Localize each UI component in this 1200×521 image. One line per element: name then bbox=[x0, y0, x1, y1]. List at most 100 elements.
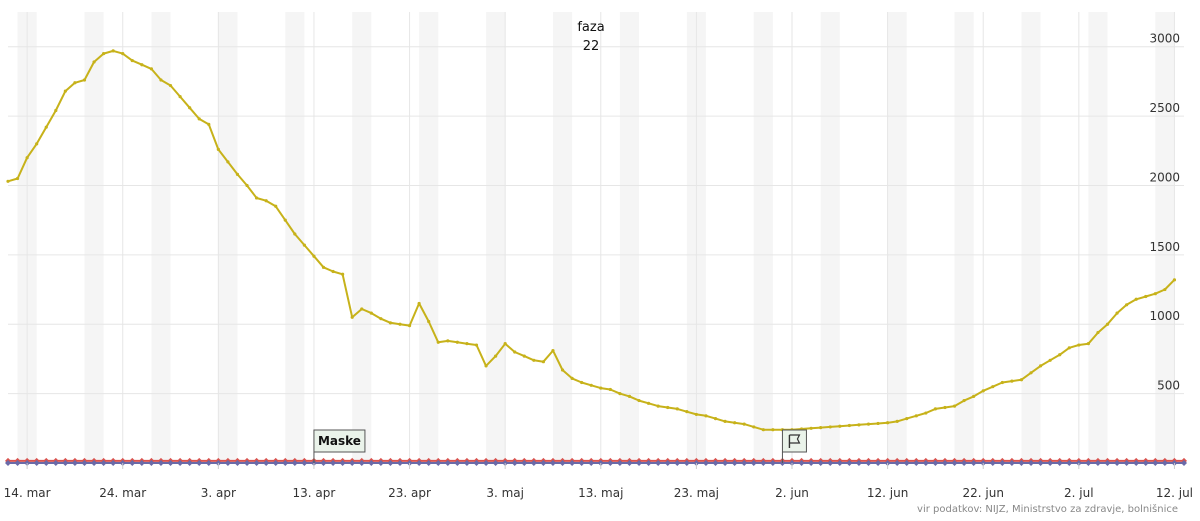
main-series-point[interactable] bbox=[943, 405, 947, 410]
main-series-point[interactable] bbox=[474, 343, 479, 347]
main-series-point[interactable] bbox=[522, 354, 526, 358]
main-series-point[interactable] bbox=[321, 265, 326, 269]
main-series-point[interactable] bbox=[35, 142, 39, 146]
main-series-point[interactable] bbox=[398, 322, 402, 326]
main-series-point[interactable] bbox=[245, 183, 249, 188]
main-series-point[interactable] bbox=[102, 52, 106, 56]
main-series-point[interactable] bbox=[1134, 297, 1138, 301]
main-series-point[interactable] bbox=[331, 269, 335, 274]
main-series-point[interactable] bbox=[226, 160, 230, 164]
main-series-point[interactable] bbox=[207, 122, 211, 127]
main-series-point[interactable] bbox=[130, 58, 134, 63]
main-series-point[interactable] bbox=[627, 394, 632, 398]
main-series-point[interactable] bbox=[819, 426, 823, 430]
main-series-point[interactable] bbox=[570, 376, 574, 380]
main-series-point[interactable] bbox=[484, 364, 488, 368]
main-series-point[interactable] bbox=[656, 404, 660, 408]
main-series-point[interactable] bbox=[809, 426, 813, 430]
main-series-point[interactable] bbox=[350, 315, 354, 319]
legend[interactable]: faza 22 bbox=[577, 20, 604, 54]
main-series-point[interactable] bbox=[111, 49, 115, 53]
main-series-point[interactable] bbox=[828, 425, 832, 429]
main-series-point[interactable] bbox=[140, 63, 144, 67]
main-series-point[interactable] bbox=[886, 421, 890, 425]
main-series-point[interactable] bbox=[216, 147, 220, 151]
main-series-point[interactable] bbox=[446, 339, 450, 343]
main-series-line[interactable] bbox=[7, 49, 1176, 431]
main-series-point[interactable] bbox=[914, 414, 918, 418]
main-series-point[interactable] bbox=[1058, 353, 1062, 357]
main-series-point[interactable] bbox=[1086, 342, 1090, 346]
main-series-point[interactable] bbox=[427, 319, 431, 324]
main-series-point[interactable] bbox=[293, 232, 297, 236]
flag-maske[interactable]: Maske bbox=[313, 429, 366, 463]
main-series-point[interactable] bbox=[723, 419, 727, 423]
main-series-point[interactable] bbox=[407, 324, 412, 328]
main-series-point[interactable] bbox=[599, 386, 603, 390]
main-series-point[interactable] bbox=[694, 412, 698, 417]
main-series-point[interactable] bbox=[312, 254, 316, 258]
main-series-point[interactable] bbox=[73, 81, 77, 85]
main-series-point[interactable] bbox=[876, 421, 880, 426]
main-series-point[interactable] bbox=[905, 416, 909, 421]
main-series-point[interactable] bbox=[646, 401, 651, 405]
main-series-point[interactable] bbox=[197, 117, 201, 121]
main-series-point[interactable] bbox=[178, 95, 182, 99]
main-series-point[interactable] bbox=[379, 317, 383, 321]
main-series-point[interactable] bbox=[637, 398, 641, 403]
main-series-point[interactable] bbox=[121, 52, 125, 56]
main-series-point[interactable] bbox=[455, 340, 459, 344]
main-series-point[interactable] bbox=[6, 179, 10, 183]
main-series-point[interactable] bbox=[1019, 378, 1024, 382]
main-series-point[interactable] bbox=[924, 411, 928, 415]
main-series-point[interactable] bbox=[972, 394, 976, 398]
main-series-point[interactable] bbox=[733, 421, 737, 425]
main-series-point[interactable] bbox=[92, 60, 96, 64]
main-series-point[interactable] bbox=[15, 176, 20, 181]
main-series-point[interactable] bbox=[436, 340, 440, 344]
main-series-point[interactable] bbox=[1048, 358, 1052, 362]
main-series-point[interactable] bbox=[713, 416, 718, 421]
main-series-point[interactable] bbox=[235, 172, 240, 176]
main-series-point[interactable] bbox=[666, 405, 670, 410]
main-series-point[interactable] bbox=[264, 199, 268, 203]
main-series-point[interactable] bbox=[188, 106, 192, 110]
main-series-point[interactable] bbox=[1010, 379, 1014, 383]
main-series-point[interactable] bbox=[847, 423, 851, 428]
main-series-point[interactable] bbox=[618, 392, 622, 396]
main-series-point[interactable] bbox=[742, 422, 746, 426]
main-series-point[interactable] bbox=[82, 78, 87, 82]
main-series-point[interactable] bbox=[1077, 343, 1081, 347]
main-series-point[interactable] bbox=[465, 342, 469, 346]
main-series-point[interactable] bbox=[933, 407, 938, 411]
main-series-point[interactable] bbox=[704, 414, 708, 418]
main-series-point[interactable] bbox=[551, 348, 555, 353]
main-series-point[interactable] bbox=[503, 342, 507, 346]
main-series-point[interactable] bbox=[866, 422, 871, 426]
main-series-point[interactable] bbox=[838, 424, 842, 428]
main-series-point[interactable] bbox=[541, 360, 546, 364]
main-series-point[interactable] bbox=[608, 387, 612, 392]
main-series-point[interactable] bbox=[1163, 287, 1167, 292]
main-series-point[interactable] bbox=[1096, 330, 1100, 335]
main-series-point[interactable] bbox=[857, 423, 861, 427]
main-series-point[interactable] bbox=[1144, 294, 1148, 299]
main-series-point[interactable] bbox=[1125, 303, 1129, 307]
main-series-point[interactable] bbox=[388, 321, 393, 325]
main-series-point[interactable] bbox=[25, 156, 29, 160]
main-series-point[interactable] bbox=[991, 385, 995, 389]
main-series-point[interactable] bbox=[532, 358, 536, 362]
main-series-point[interactable] bbox=[1115, 311, 1119, 315]
main-series-point[interactable] bbox=[1000, 380, 1004, 385]
main-series-point[interactable] bbox=[1153, 292, 1157, 296]
main-series-point[interactable] bbox=[1038, 364, 1043, 368]
main-series-point[interactable] bbox=[254, 196, 259, 200]
main-series-point[interactable] bbox=[560, 368, 565, 372]
main-series-point[interactable] bbox=[675, 407, 679, 411]
main-series-point[interactable] bbox=[771, 428, 775, 432]
main-series-point[interactable] bbox=[1172, 278, 1177, 282]
main-series-point[interactable] bbox=[369, 311, 373, 315]
main-series-point[interactable] bbox=[981, 389, 985, 393]
main-series-point[interactable] bbox=[952, 404, 957, 408]
main-series-point[interactable] bbox=[341, 272, 345, 276]
